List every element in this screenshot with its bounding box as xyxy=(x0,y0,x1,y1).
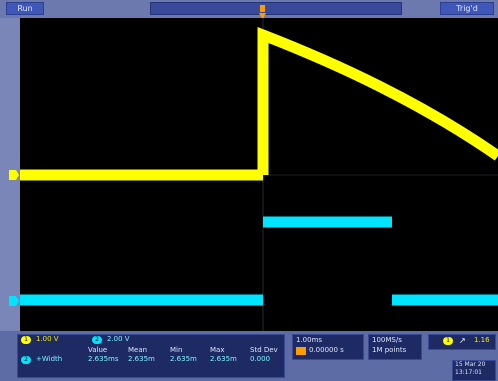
channel-2-trace xyxy=(20,216,498,306)
timebase-scale: 1.00ms xyxy=(296,336,323,344)
trigger-slope-icon: ↗ xyxy=(459,336,466,345)
measurement-value: 2.635ms xyxy=(88,355,119,363)
sample-rate: 100MS/s xyxy=(372,336,402,344)
measurement-header-max: Max xyxy=(210,346,225,354)
readout-panel: 1 1.00 V 2 2.00 V Value Mean Min Max Std… xyxy=(0,331,498,381)
status-bar: Run Trig'd xyxy=(0,0,498,18)
channel-1-ground-marker-icon[interactable] xyxy=(9,170,19,180)
trigger-source-badge: 1 xyxy=(443,337,453,345)
measurement-header-value: Value xyxy=(88,346,108,354)
measurement-max: 2.635m xyxy=(210,355,237,363)
acquisition-state-badge[interactable]: Run xyxy=(6,2,44,15)
channel-2-badge: 2 xyxy=(92,336,102,344)
channel-1-badge: 1 xyxy=(21,336,31,344)
channel-1-scale[interactable]: 1.00 V xyxy=(36,335,59,343)
measurement-mean: 2.635m xyxy=(128,355,155,363)
record-view-bar[interactable] xyxy=(150,2,402,15)
channel-1-trace xyxy=(20,26,498,181)
record-length: 1M points xyxy=(372,346,407,354)
trigger-position-marker-icon[interactable] xyxy=(258,5,267,23)
measurement-header-std-dev: Std Dev xyxy=(250,346,278,354)
channel-2-scale[interactable]: 2.00 V xyxy=(107,335,130,343)
measurement-header-mean: Mean xyxy=(128,346,148,354)
acquisition-panel[interactable] xyxy=(368,334,422,360)
measurement-header-min: Min xyxy=(170,346,183,354)
waveform-svg xyxy=(20,18,498,331)
measurement-panel xyxy=(17,334,285,378)
channel-2-ground-marker-icon[interactable] xyxy=(9,296,19,306)
waveform-display[interactable] xyxy=(20,18,498,331)
time: 13:17:01 xyxy=(455,369,482,376)
date: 15 Mar 20 xyxy=(455,361,486,368)
timebase-position: 0.00000 s xyxy=(309,346,344,354)
measurement-min: 2.635m xyxy=(170,355,197,363)
trigger-state-badge[interactable]: Trig'd xyxy=(440,2,494,15)
horizontal-position-icon xyxy=(296,347,306,355)
measurement-std-dev: 0.000 xyxy=(250,355,271,363)
timebase-panel[interactable] xyxy=(292,334,364,360)
measurement-channel-badge: 2 xyxy=(21,356,31,364)
trigger-level: 1.16 xyxy=(474,336,490,344)
measurement-name[interactable]: +Width xyxy=(36,355,63,363)
